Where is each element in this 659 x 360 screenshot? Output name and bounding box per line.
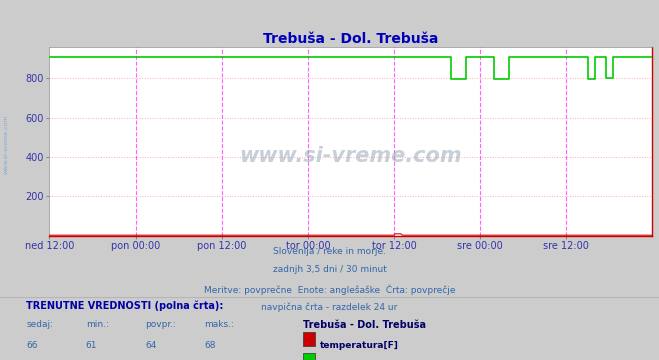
Text: TRENUTNE VREDNOSTI (polna črta):: TRENUTNE VREDNOSTI (polna črta): — [26, 301, 224, 311]
Text: temperatura[F]: temperatura[F] — [320, 341, 399, 350]
Text: povpr.:: povpr.: — [145, 320, 176, 329]
Text: www.si-vreme.com: www.si-vreme.com — [240, 147, 462, 166]
Text: Slovenija / reke in morje.: Slovenija / reke in morje. — [273, 247, 386, 256]
Text: 66: 66 — [26, 341, 38, 350]
Text: www.si-vreme.com: www.si-vreme.com — [4, 114, 9, 174]
Text: maks.:: maks.: — [204, 320, 234, 329]
Text: min.:: min.: — [86, 320, 109, 329]
Text: 64: 64 — [145, 341, 156, 350]
Title: Trebuša - Dol. Trebuša: Trebuša - Dol. Trebuša — [263, 32, 439, 46]
Text: navpična črta - razdelek 24 ur: navpična črta - razdelek 24 ur — [262, 303, 397, 312]
Text: zadnjh 3,5 dni / 30 minut: zadnjh 3,5 dni / 30 minut — [273, 265, 386, 274]
Text: sedaj:: sedaj: — [26, 320, 53, 329]
Text: Meritve: povprečne  Enote: anglešaške  Črta: povprečje: Meritve: povprečne Enote: anglešaške Črt… — [204, 284, 455, 294]
Text: Trebuša - Dol. Trebuša: Trebuša - Dol. Trebuša — [303, 320, 426, 330]
Text: 61: 61 — [86, 341, 97, 350]
Text: 68: 68 — [204, 341, 215, 350]
